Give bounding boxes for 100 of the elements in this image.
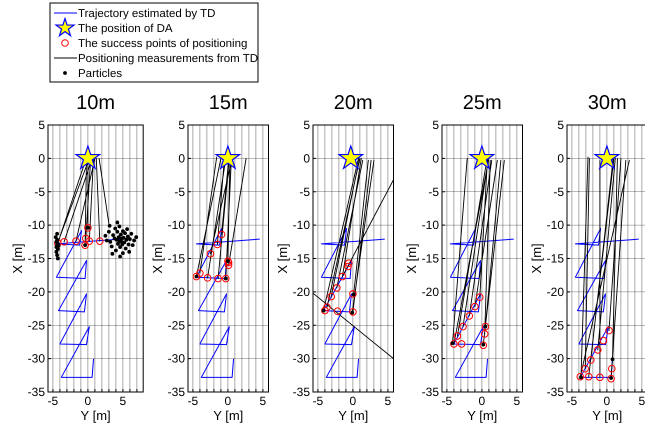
point — [480, 341, 488, 350]
point — [82, 234, 90, 242]
chart-title: 30m — [588, 92, 627, 114]
legend-label: Particles — [78, 68, 122, 80]
legend-label: Positioning measurements from TD — [78, 53, 258, 65]
point — [115, 230, 120, 234]
point — [129, 232, 134, 236]
point — [118, 254, 122, 258]
point — [118, 232, 123, 236]
point — [72, 237, 80, 245]
point — [349, 308, 357, 316]
point — [96, 237, 104, 245]
line-series — [450, 228, 514, 378]
y-tick-label: -15 — [292, 252, 310, 266]
point — [125, 227, 129, 232]
y-tick-label: -15 — [546, 252, 564, 266]
point — [214, 274, 222, 282]
point — [327, 292, 335, 300]
point — [108, 240, 112, 244]
point — [459, 322, 467, 330]
point — [450, 340, 458, 348]
y-tick-label: -5 — [553, 184, 564, 199]
point — [594, 346, 602, 354]
y-tick-label: -30 — [422, 352, 440, 366]
x-tick-label: -5 — [312, 394, 324, 408]
y-tick-label: -10 — [422, 218, 440, 232]
y-tick-label: 5 — [432, 118, 440, 132]
point — [471, 302, 479, 310]
point — [610, 357, 614, 362]
x-tick-label: -5 — [442, 394, 453, 408]
y-tick-label: -25 — [292, 318, 310, 332]
y-tick-label: -20 — [28, 284, 46, 299]
y-tick-label: -15 — [168, 252, 186, 266]
chart-title: 10m — [76, 92, 116, 114]
point — [458, 340, 466, 348]
point — [54, 250, 58, 254]
x-tick-label: 5 — [120, 394, 127, 408]
y-tick-label: -25 — [168, 318, 186, 332]
point — [338, 272, 346, 280]
point — [113, 226, 118, 230]
point — [454, 332, 462, 340]
point — [55, 232, 59, 236]
point — [594, 145, 620, 169]
y-tick-label: 0 — [303, 151, 310, 166]
point — [196, 269, 204, 277]
y-tick-label: -35 — [28, 385, 46, 399]
point — [56, 256, 60, 260]
y-tick-label: 0 — [432, 151, 440, 166]
point — [214, 240, 222, 248]
x-tick-label: -5 — [48, 394, 59, 408]
point — [110, 244, 114, 248]
point — [466, 312, 474, 320]
y-tick-label: -25 — [28, 318, 46, 332]
point — [54, 235, 58, 240]
point — [596, 374, 604, 382]
x-tick-label: 0 — [84, 394, 92, 408]
point — [126, 242, 130, 246]
point — [127, 250, 132, 254]
y-tick-label: -10 — [28, 218, 46, 232]
line-series — [320, 228, 385, 378]
point — [124, 246, 128, 250]
point — [104, 234, 108, 238]
legend-label: The success points of positioning — [78, 38, 248, 50]
x-tick-label: -5 — [566, 394, 578, 408]
point — [114, 248, 118, 252]
point — [587, 356, 595, 364]
point — [118, 245, 122, 250]
y-axis-title: X [m] — [10, 243, 25, 274]
y-tick-label: -35 — [422, 385, 440, 399]
y-tick-label: -15 — [422, 252, 440, 266]
point — [86, 237, 94, 245]
point — [55, 253, 59, 258]
y-tick-label: -10 — [168, 218, 186, 232]
point — [607, 374, 615, 382]
point — [126, 234, 130, 238]
y-tick-label: -25 — [546, 318, 564, 332]
point — [480, 330, 488, 338]
point — [107, 230, 111, 234]
point — [349, 290, 357, 298]
point — [218, 230, 226, 238]
x-tick-label: 0 — [478, 394, 486, 408]
y-tick-label: -5 — [34, 184, 46, 199]
point — [323, 303, 331, 312]
point — [116, 242, 120, 246]
y-tick-label: -10 — [546, 218, 564, 232]
y-axis-title: X [m] — [275, 243, 290, 274]
point — [344, 262, 352, 270]
point — [333, 284, 341, 292]
y-tick-label: 0 — [557, 151, 564, 166]
point — [110, 252, 114, 256]
x-tick-label: 0 — [350, 394, 357, 408]
x-tick-label: 5 — [514, 394, 521, 408]
y-tick-label: -20 — [168, 284, 186, 299]
y-tick-label: -35 — [292, 385, 310, 399]
point — [224, 261, 232, 269]
point — [108, 224, 112, 228]
y-tick-label: -30 — [28, 352, 46, 366]
y-tick-label: 5 — [178, 118, 186, 132]
y-tick-label: -35 — [168, 385, 186, 399]
chart-title: 15m — [208, 92, 248, 114]
